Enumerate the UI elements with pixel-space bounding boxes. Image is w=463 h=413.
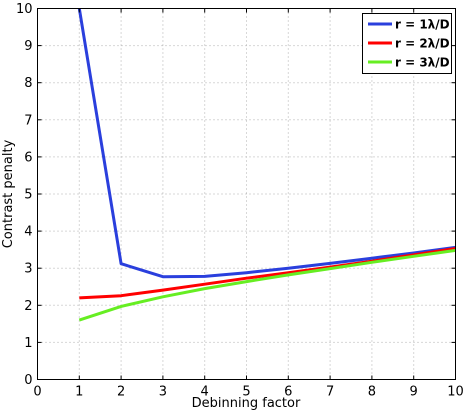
x-tick-label: 4 [201,385,209,400]
y-tick-label: 4 [24,225,32,240]
x-tick-label: 1 [75,385,83,400]
x-tick-label: 3 [159,385,167,400]
ticks [37,8,456,380]
legend-label-1: r = 1λ/D [395,18,450,32]
y-tick-labels: 0 1 2 3 4 5 6 7 8 9 10 [16,2,33,388]
series-line-2 [79,247,456,300]
x-tick-labels: 0 1 2 3 4 5 6 7 8 9 10 [33,385,463,400]
y-axis-label: Contrast penalty [1,139,16,248]
x-tick-label: 5 [242,385,250,400]
x-tick-label: 8 [368,385,376,400]
series-layer [77,8,456,322]
y-tick-label: 6 [24,150,32,165]
x-axis-label: Debinning factor [192,396,301,411]
x-tick-label: 6 [284,385,292,400]
y-tick-label: 2 [24,299,32,314]
y-tick-label: 7 [24,113,32,128]
legend: r = 1λ/D r = 2λ/D r = 3λ/D [362,13,452,74]
x-tick-label: 9 [410,385,418,400]
y-tick-label: 8 [24,76,32,91]
y-tick-label: 1 [24,336,32,351]
y-tick-label: 3 [24,262,32,277]
x-tick-label: 2 [117,385,125,400]
series-line-1 [77,8,456,279]
x-tick-label: 7 [326,385,334,400]
y-tick-label: 10 [16,2,33,17]
y-tick-label: 5 [24,188,32,203]
y-tick-label: 0 [24,373,32,388]
y-tick-label: 9 [24,39,32,54]
series-line-3 [78,248,456,322]
legend-label-3: r = 3λ/D [395,56,450,70]
legend-label-2: r = 2λ/D [395,37,450,51]
x-tick-label: 10 [447,385,463,400]
x-tick-label: 0 [33,385,41,400]
